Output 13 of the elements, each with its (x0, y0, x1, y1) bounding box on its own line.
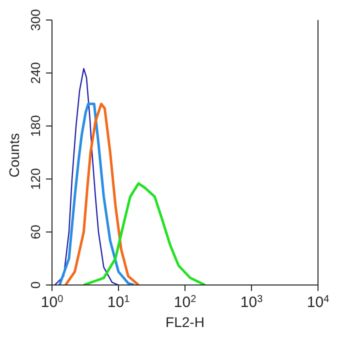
x-tick-label: 10$^{0}$ (40, 294, 64, 311)
y-tick-label: 0 (28, 281, 43, 289)
y-tick-label: 300 (28, 9, 43, 31)
x-tick-label: 10$^{1}$ (107, 294, 130, 311)
x-tick-label: 10$^{2}$ (174, 294, 197, 311)
y-tick-label: 180 (28, 115, 43, 137)
x-tick-label: 10$^{4}$ (306, 294, 330, 311)
y-tick-label: 60 (28, 224, 43, 240)
x-tick-label: 10$^{3}$ (240, 294, 264, 311)
x-axis-title: FL2-H (166, 314, 204, 330)
y-tick-label: 240 (28, 62, 43, 84)
y-axis-title: Counts (6, 133, 22, 178)
y-tick-label: 120 (28, 168, 43, 190)
